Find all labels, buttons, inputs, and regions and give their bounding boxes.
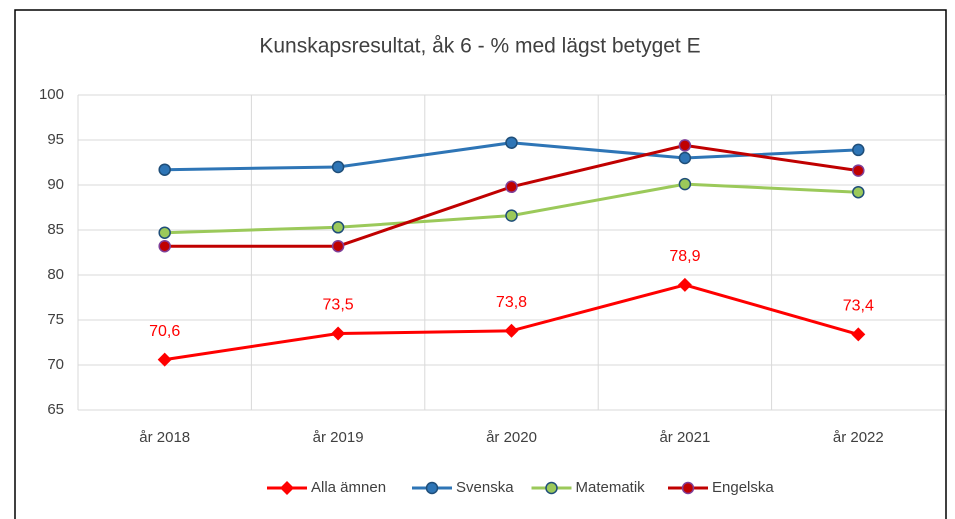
legend-label: Svenska xyxy=(456,479,514,496)
chart-title: Kunskapsresultat, åk 6 - % med lägst bet… xyxy=(259,35,700,58)
marker xyxy=(504,323,519,338)
y-tick-label: 95 xyxy=(47,131,64,148)
legend-marker xyxy=(425,481,439,495)
data-label: 73,4 xyxy=(843,298,874,315)
legend-marker xyxy=(545,481,558,495)
legend-label: Matematik xyxy=(576,479,646,496)
marker xyxy=(505,209,518,222)
marker xyxy=(158,239,171,253)
marker xyxy=(852,143,865,157)
marker xyxy=(678,139,692,152)
x-tick-label: år 2019 xyxy=(313,429,364,446)
data-label: 78,9 xyxy=(669,248,700,265)
marker xyxy=(678,151,692,165)
marker xyxy=(158,163,171,176)
marker xyxy=(331,160,345,174)
y-tick-label: 90 xyxy=(47,176,64,193)
marker xyxy=(678,177,692,191)
x-tick-label: år 2018 xyxy=(139,429,190,446)
x-tick-label: år 2022 xyxy=(833,429,884,446)
data-label: 70,6 xyxy=(149,323,180,340)
marker xyxy=(852,164,865,177)
marker xyxy=(505,136,518,149)
marker xyxy=(851,327,866,342)
marker xyxy=(677,277,692,292)
data-label: 73,8 xyxy=(496,294,527,311)
y-tick-label: 85 xyxy=(47,221,64,238)
marker xyxy=(331,326,346,341)
legend-marker xyxy=(681,481,695,495)
data-label: 73,5 xyxy=(323,297,354,314)
x-tick-label: år 2020 xyxy=(486,429,537,446)
marker xyxy=(331,239,345,253)
marker xyxy=(852,185,865,199)
marker xyxy=(158,226,171,239)
y-tick-label: 70 xyxy=(47,356,64,373)
y-tick-label: 80 xyxy=(47,266,64,283)
marker xyxy=(331,221,345,234)
y-tick-label: 75 xyxy=(47,311,64,328)
legend-marker xyxy=(280,481,294,495)
legend-label: Engelska xyxy=(712,479,774,496)
legend-label: Alla ämnen xyxy=(311,479,386,496)
x-tick-label: år 2021 xyxy=(659,429,710,446)
y-tick-label: 65 xyxy=(47,401,64,418)
y-tick-label: 100 xyxy=(39,86,64,103)
marker xyxy=(505,180,518,194)
marker xyxy=(157,352,172,367)
